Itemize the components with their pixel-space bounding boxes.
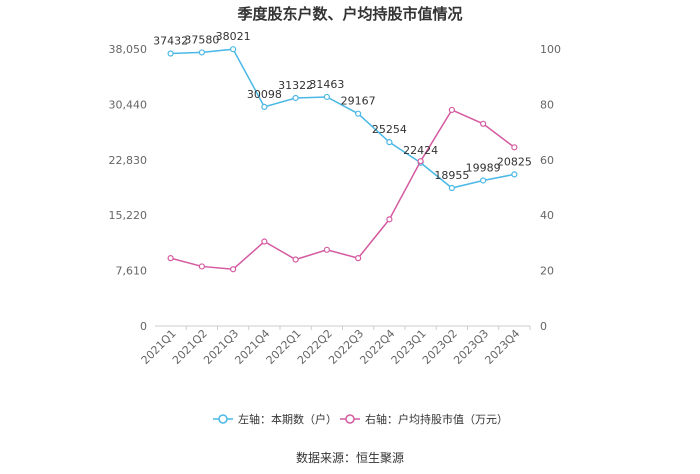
data-label: 37580	[184, 33, 219, 46]
data-point	[448, 184, 455, 192]
legend-label: 左轴：本期数（户）	[238, 412, 337, 426]
left-tick-label: 15,220	[109, 209, 148, 222]
data-point	[355, 255, 362, 262]
data-point	[198, 49, 205, 56]
data-point	[511, 144, 518, 151]
data-point	[323, 246, 330, 253]
left-tick-label: 30,440	[109, 98, 148, 111]
data-point	[230, 266, 237, 273]
data-label: 37432	[153, 34, 188, 47]
data-point	[480, 120, 487, 127]
right-tick-label: 100	[540, 43, 561, 56]
left-tick-label: 38,050	[109, 43, 148, 56]
series-line-2	[170, 108, 515, 270]
series-line-1	[170, 48, 515, 189]
data-label: 18955	[434, 169, 469, 182]
data-label: 20825	[497, 155, 532, 168]
legend-marker	[218, 414, 228, 424]
axes: 0 7,610 15,220 22,830 30,440 38,050 0 20 40 60 80 1…	[109, 43, 562, 367]
chart-title: 季度股东户数、户均持股市值情况	[237, 5, 462, 23]
legend-marker	[345, 414, 355, 424]
legend: 左轴：本期数（户） 右轴：户均持股市值（万元）	[213, 412, 508, 426]
data-label: 31322	[278, 79, 313, 92]
data-point	[480, 177, 487, 184]
legend-label: 右轴：户均持股市值（万元）	[365, 412, 508, 426]
data-label: 22424	[403, 144, 438, 157]
data-label: 29167	[341, 95, 376, 108]
left-tick-label: 22,830	[109, 154, 148, 167]
data-label: 19989	[466, 161, 501, 174]
data-point	[448, 106, 455, 114]
data-point	[292, 256, 299, 263]
data-point	[230, 46, 237, 53]
data-point	[167, 50, 174, 57]
data-point	[198, 263, 205, 270]
data-point	[167, 255, 174, 262]
data-label: 38021	[216, 30, 251, 43]
data-point	[386, 139, 393, 146]
left-tick-label: 0	[140, 320, 147, 333]
data-point	[417, 158, 424, 165]
right-tick-label: 80	[540, 98, 554, 111]
right-tick-label: 20	[540, 265, 554, 278]
source-note: 数据来源：恒生聚源	[296, 450, 404, 465]
data-label: 31463	[309, 78, 344, 91]
left-tick-label: 7,610	[116, 265, 148, 278]
data-point	[511, 171, 518, 178]
series-lines	[167, 46, 518, 273]
x-tick-label: 2023Q4	[482, 327, 522, 367]
data-point	[355, 110, 362, 117]
right-tick-label: 60	[540, 154, 554, 167]
data-label: 30098	[247, 88, 282, 101]
data-point	[261, 238, 268, 245]
data-label: 25254	[372, 123, 407, 136]
data-point	[386, 216, 393, 223]
right-tick-label: 0	[540, 320, 547, 333]
right-tick-label: 40	[540, 209, 554, 222]
data-point	[323, 93, 330, 101]
data-point	[261, 103, 268, 110]
data-point	[292, 94, 299, 102]
